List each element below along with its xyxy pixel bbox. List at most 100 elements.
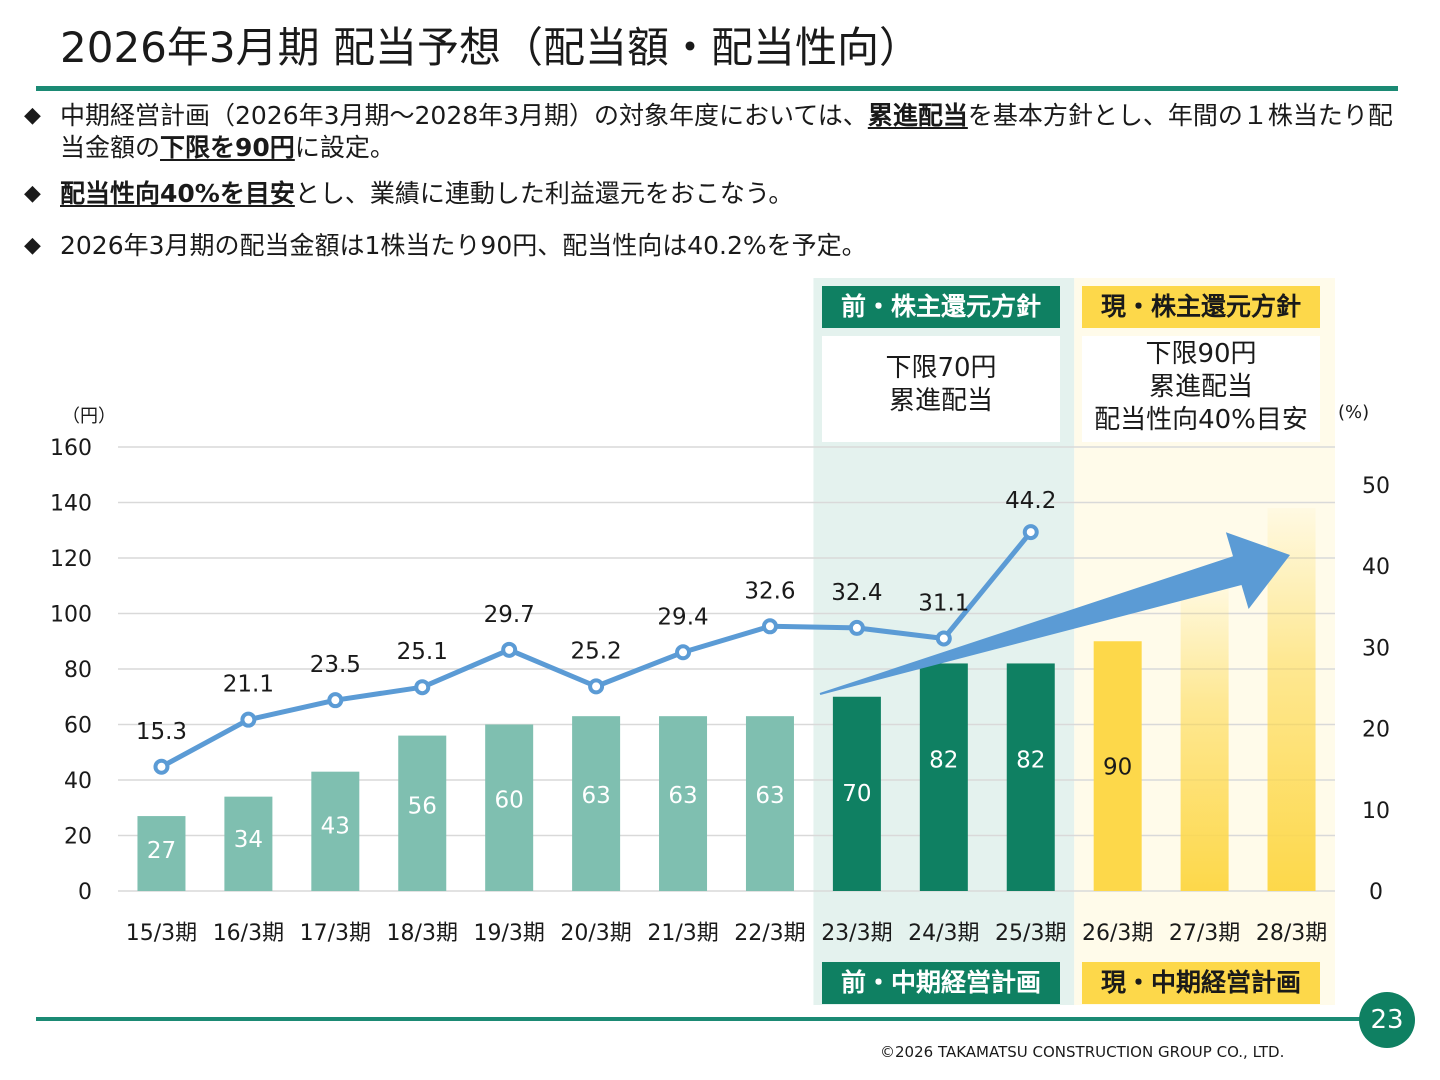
bullet-1-text: 中期経営計画（2026年3月期〜2028年3月期）の対象年度においては、累進配当… bbox=[60, 100, 1414, 164]
y-left-tick-label: 160 bbox=[50, 436, 92, 461]
y-left-tick-label: 100 bbox=[50, 603, 92, 628]
curr-policy-line-2: 累進配当 bbox=[1148, 372, 1253, 402]
payout-ratio-point bbox=[1022, 524, 1039, 541]
y-right-tick-label: 30 bbox=[1362, 636, 1390, 661]
dividend-bar bbox=[224, 796, 273, 891]
left-axis-unit: （円） bbox=[62, 406, 116, 427]
y-left-tick-label: 120 bbox=[50, 547, 92, 572]
bar-value-label: 27 bbox=[147, 838, 176, 864]
payout-ratio-label: 44.2 bbox=[1005, 488, 1056, 514]
bullet-2-text: 配当性向40%を目安とし、業績に連動した利益還元をおこなう。 bbox=[60, 178, 1414, 210]
bullet-3: ◆ 2026年3月期の配当金額は1株当たり90円、配当性向は40.2%を予定。 bbox=[24, 230, 1414, 262]
x-tick-label: 20/3期 bbox=[560, 921, 631, 946]
payout-ratio-label: 15.3 bbox=[136, 719, 187, 745]
x-tick-label: 22/3期 bbox=[734, 921, 805, 946]
payout-ratio-point bbox=[501, 641, 518, 658]
payout-ratio-label: 32.4 bbox=[831, 580, 882, 606]
payout-ratio-label: 29.4 bbox=[657, 604, 708, 630]
bar-value-label: 82 bbox=[929, 747, 958, 773]
dividend-bar bbox=[745, 716, 794, 891]
dividend-bar bbox=[1006, 663, 1055, 891]
prev-policy-line-2: 累進配当 bbox=[888, 386, 993, 416]
x-tick-label: 16/3期 bbox=[213, 921, 284, 946]
diamond-bullet-icon: ◆ bbox=[24, 233, 41, 258]
x-tick-label: 15/3期 bbox=[126, 921, 197, 946]
bullet-1: ◆ 中期経営計画（2026年3月期〜2028年3月期）の対象年度においては、累進… bbox=[24, 100, 1414, 164]
payout-ratio-label: 25.2 bbox=[570, 638, 621, 664]
y-left-tick-label: 0 bbox=[78, 880, 92, 905]
bullet-3-text: 2026年3月期の配当金額は1株当たり90円、配当性向は40.2%を予定。 bbox=[60, 231, 867, 260]
payout-ratio-label: 23.5 bbox=[310, 652, 361, 678]
bar-value-label: 63 bbox=[581, 783, 610, 809]
bar-value-label: 60 bbox=[495, 787, 524, 813]
y-right-tick-label: 0 bbox=[1369, 880, 1383, 905]
bar-value-label: 63 bbox=[668, 783, 697, 809]
bullet-2-post: とし、業績に連動した利益還元をおこなう。 bbox=[294, 179, 794, 208]
prev-policy-body: 下限70円 累進配当 bbox=[822, 336, 1060, 442]
bar-value-label: 56 bbox=[408, 794, 437, 820]
diamond-bullet-icon: ◆ bbox=[24, 181, 41, 206]
payout-ratio-point bbox=[153, 758, 170, 775]
dividend-bar bbox=[137, 816, 186, 891]
x-tick-label: 19/3期 bbox=[473, 921, 544, 946]
dividend-bar bbox=[311, 771, 360, 891]
payout-ratio-label: 21.1 bbox=[223, 672, 274, 698]
x-tick-label: 25/3期 bbox=[995, 921, 1066, 946]
bullet-2: ◆ 配当性向40%を目安とし、業績に連動した利益還元をおこなう。 bbox=[24, 178, 1414, 210]
dividend-bar bbox=[659, 716, 708, 891]
y-right-tick-label: 40 bbox=[1362, 555, 1390, 580]
y-left-tick-label: 80 bbox=[64, 658, 92, 683]
dividend-bar bbox=[832, 696, 881, 891]
right-axis-unit: (%) bbox=[1338, 402, 1370, 423]
y-left-tick-label: 40 bbox=[64, 769, 92, 794]
bar-value-label: 90 bbox=[1103, 754, 1132, 780]
bullet-1-post: に設定。 bbox=[294, 133, 395, 162]
copyright-text: ©2026 TAKAMATSU CONSTRUCTION GROUP CO., … bbox=[880, 1043, 1285, 1061]
payout-ratio-label: 25.1 bbox=[397, 639, 448, 665]
payout-ratio-label: 31.1 bbox=[918, 590, 969, 616]
curr-plan-footer: 現・中期経営計画 bbox=[1082, 962, 1320, 1004]
projected-bar bbox=[1180, 580, 1229, 891]
x-tick-label: 23/3期 bbox=[821, 921, 892, 946]
dividend-bar bbox=[485, 724, 534, 891]
x-tick-label: 27/3期 bbox=[1169, 921, 1240, 946]
dividend-bar bbox=[398, 735, 447, 891]
curr-policy-line-1: 下限90円 bbox=[1145, 339, 1257, 369]
payout-ratio-point bbox=[414, 679, 431, 696]
dividend-bar bbox=[919, 663, 968, 891]
growth-arrow bbox=[819, 532, 1290, 695]
curr-policy-line-3: 配当性向40%目安 bbox=[1094, 405, 1308, 435]
curr-policy-header: 現・株主還元方針 bbox=[1082, 286, 1320, 328]
bullet-1-pre: 中期経営計画（2026年3月期〜2028年3月期）の対象年度においては、 bbox=[60, 101, 868, 130]
bar-value-label: 63 bbox=[755, 783, 784, 809]
y-left-tick-label: 140 bbox=[50, 492, 92, 517]
y-right-tick-label: 50 bbox=[1362, 474, 1390, 499]
payout-ratio-point bbox=[935, 630, 952, 647]
x-tick-label: 21/3期 bbox=[647, 921, 718, 946]
prev-policy-line-1: 下限70円 bbox=[885, 353, 997, 383]
x-tick-label: 26/3期 bbox=[1082, 921, 1153, 946]
bar-value-label: 70 bbox=[842, 781, 871, 807]
dividend-bar bbox=[1093, 641, 1142, 891]
bullet-1-emph2: 下限を90円 bbox=[160, 133, 295, 162]
x-tick-label: 18/3期 bbox=[387, 921, 458, 946]
prev-policy-header: 前・株主還元方針 bbox=[822, 286, 1060, 328]
bar-value-label: 34 bbox=[234, 827, 263, 853]
title-divider bbox=[36, 86, 1398, 91]
payout-ratio-point bbox=[588, 678, 605, 695]
bullet-1-mid: を基本方針とし、年間の１株当たり配当金額の bbox=[60, 101, 1393, 162]
bullet-2-emph: 配当性向40%を目安 bbox=[60, 179, 295, 208]
payout-ratio-point bbox=[240, 711, 257, 728]
payout-ratio-point bbox=[761, 618, 778, 635]
y-right-tick-label: 10 bbox=[1362, 799, 1390, 824]
payout-ratio-label: 29.7 bbox=[484, 602, 535, 628]
y-left-tick-label: 60 bbox=[64, 714, 92, 739]
payout-ratio-point bbox=[848, 619, 865, 636]
y-left-tick-label: 20 bbox=[64, 825, 92, 850]
curr-policy-body: 下限90円 累進配当 配当性向40%目安 bbox=[1082, 336, 1320, 442]
page-number: 23 bbox=[1359, 992, 1415, 1048]
prev-plan-footer: 前・中期経営計画 bbox=[822, 962, 1060, 1004]
x-tick-label: 24/3期 bbox=[908, 921, 979, 946]
bullet-1-emph: 累進配当 bbox=[867, 101, 968, 130]
